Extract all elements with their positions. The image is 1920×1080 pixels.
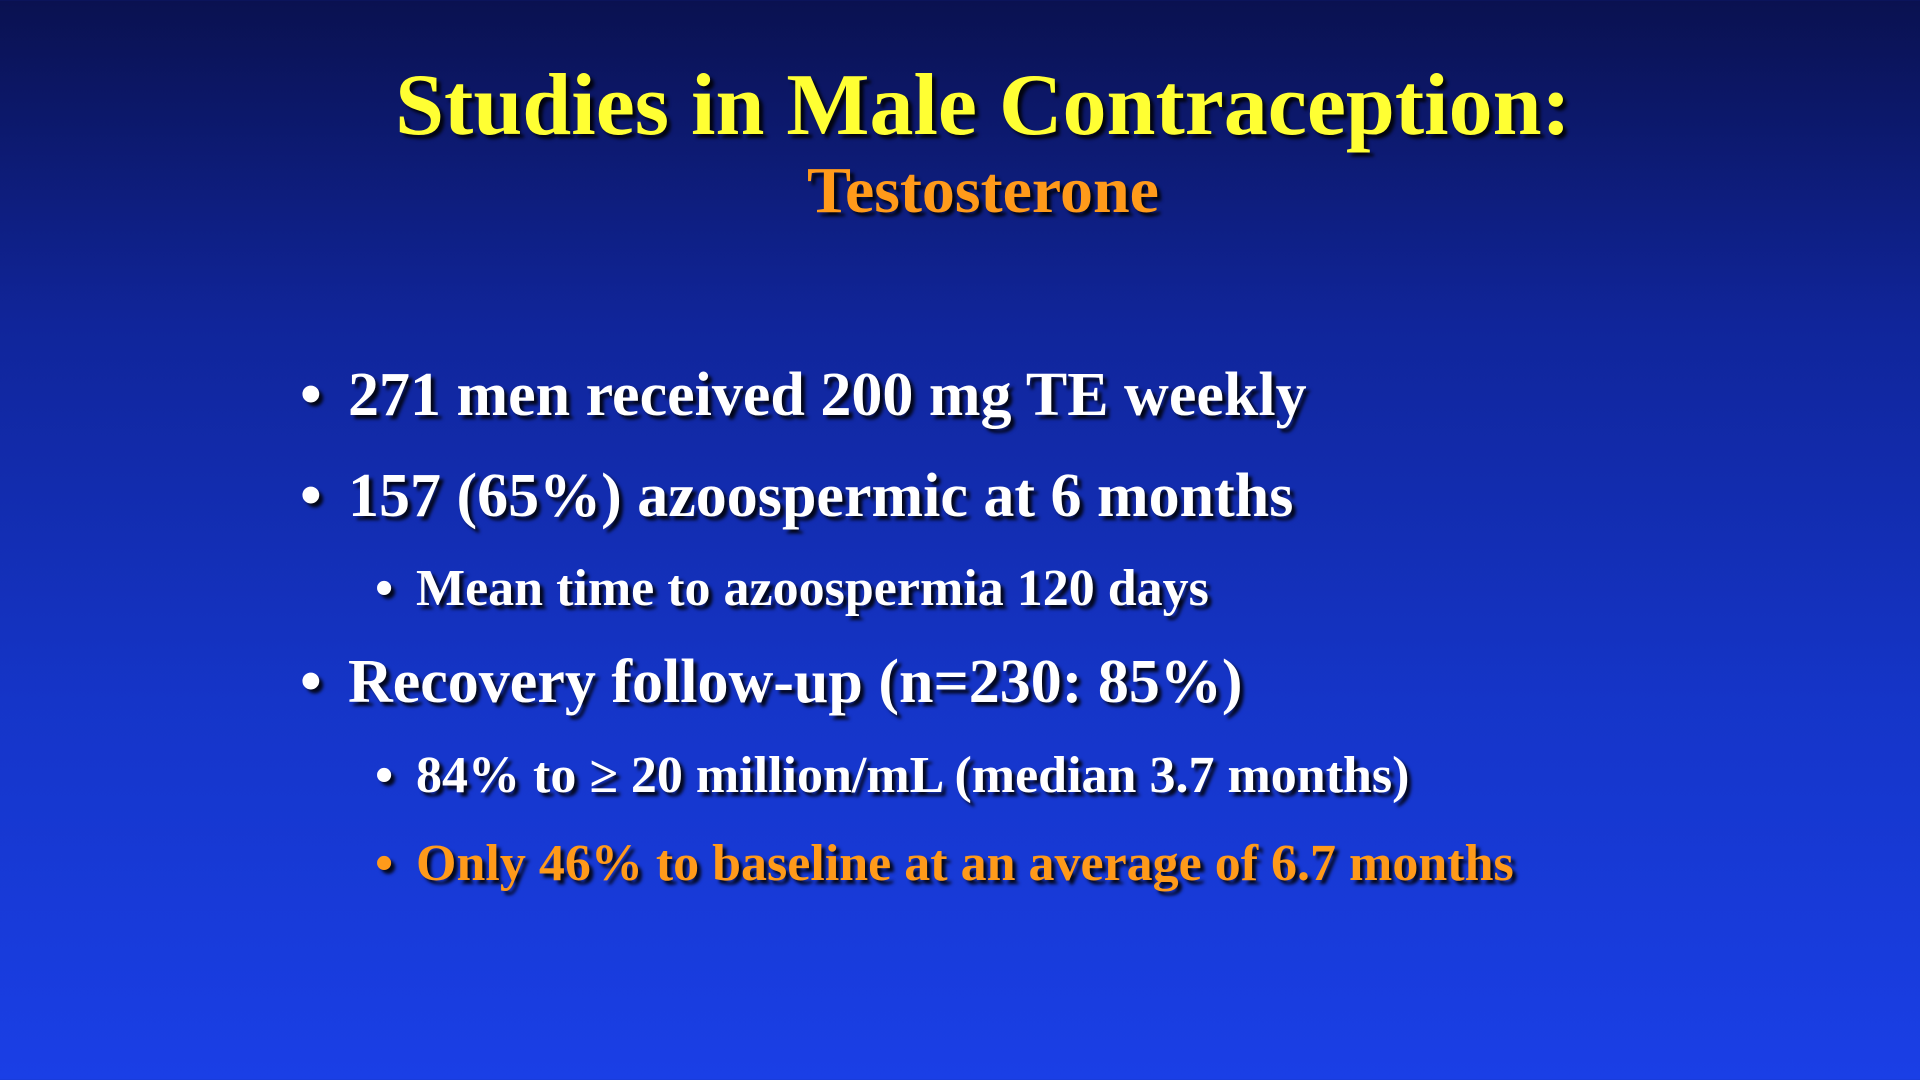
sub-bullet-text: 84% to ≥ 20 million/mL (median 3.7 month… [416, 747, 1410, 804]
bullet: • Recovery follow-up (n=230: 85%) [300, 648, 1243, 716]
bullet: • 157 (65%) azoospermic at 6 months [300, 462, 1294, 530]
bullet-text: 157 (65%) azoospermic at 6 months [348, 462, 1294, 530]
bullet: • 271 men received 200 mg TE weekly [300, 361, 1307, 429]
bullet-text: Recovery follow-up (n=230: 85%) [348, 648, 1243, 716]
sub-bullet-text: Only 46% to baseline at an average of 6.… [416, 835, 1514, 892]
sub-bullet: • Mean time to azoospermia 120 days [375, 560, 1209, 617]
slide-subtitle: Testosterone [807, 154, 1159, 227]
sub-bullet-text: Mean time to azoospermia 120 days [416, 560, 1209, 617]
bullet-text: 271 men received 200 mg TE weekly [348, 361, 1307, 429]
slide-title: Studies in Male Contraception: [395, 57, 1571, 154]
sub-bullet: • 84% to ≥ 20 million/mL (median 3.7 mont… [375, 747, 1410, 804]
sub-bullet: • Only 46% to baseline at an average of 6… [375, 835, 1514, 892]
